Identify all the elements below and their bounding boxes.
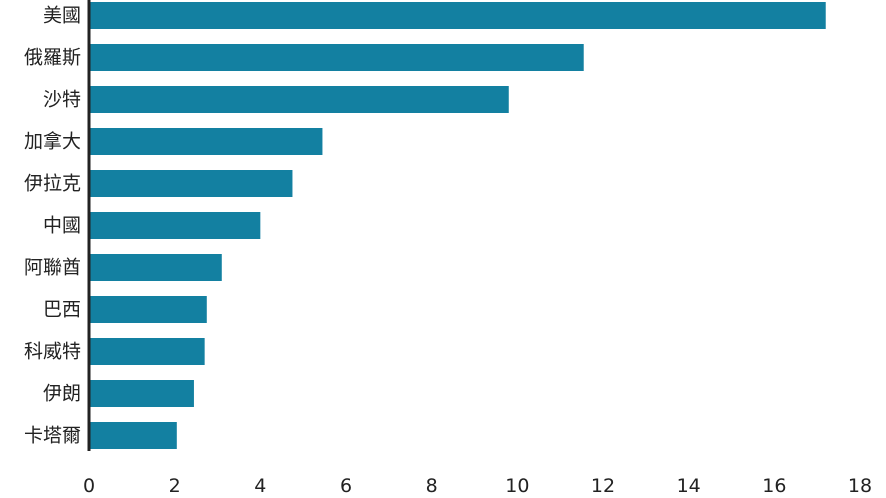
bar xyxy=(89,254,222,281)
bar xyxy=(89,170,293,197)
x-tick-labels-group: 0 2 4 6 8 10 12 14 16 18 xyxy=(83,475,872,497)
category-label: 卡塔爾 xyxy=(24,425,81,447)
x-tick-label: 4 xyxy=(254,475,266,497)
bar xyxy=(89,2,826,29)
category-label: 伊拉克 xyxy=(24,173,81,195)
bar xyxy=(89,380,194,407)
bar xyxy=(89,44,584,71)
bar xyxy=(89,86,509,113)
bar xyxy=(89,212,261,239)
x-tick-label: 16 xyxy=(762,475,786,497)
bar xyxy=(89,296,207,323)
category-label: 沙特 xyxy=(43,89,81,111)
x-tick-label: 18 xyxy=(848,475,872,497)
bars-group xyxy=(89,2,826,449)
x-tick-label: 0 xyxy=(83,475,95,497)
x-tick-label: 10 xyxy=(505,475,529,497)
category-label: 加拿大 xyxy=(24,130,81,153)
bar xyxy=(89,338,205,365)
category-label: 巴西 xyxy=(43,299,81,321)
x-tick-label: 14 xyxy=(677,475,701,497)
x-tick-label: 2 xyxy=(169,475,181,497)
bar xyxy=(89,422,177,449)
category-label: 中國 xyxy=(43,215,81,237)
x-tick-label: 6 xyxy=(340,475,352,497)
category-label: 阿聯酋 xyxy=(24,257,81,279)
category-label: 俄羅斯 xyxy=(24,47,81,69)
bar xyxy=(89,128,323,155)
category-label: 科威特 xyxy=(24,341,81,363)
category-label: 美國 xyxy=(43,5,81,27)
x-tick-label: 12 xyxy=(591,475,615,497)
x-tick-label: 8 xyxy=(426,475,438,497)
category-label: 伊朗 xyxy=(43,383,81,405)
